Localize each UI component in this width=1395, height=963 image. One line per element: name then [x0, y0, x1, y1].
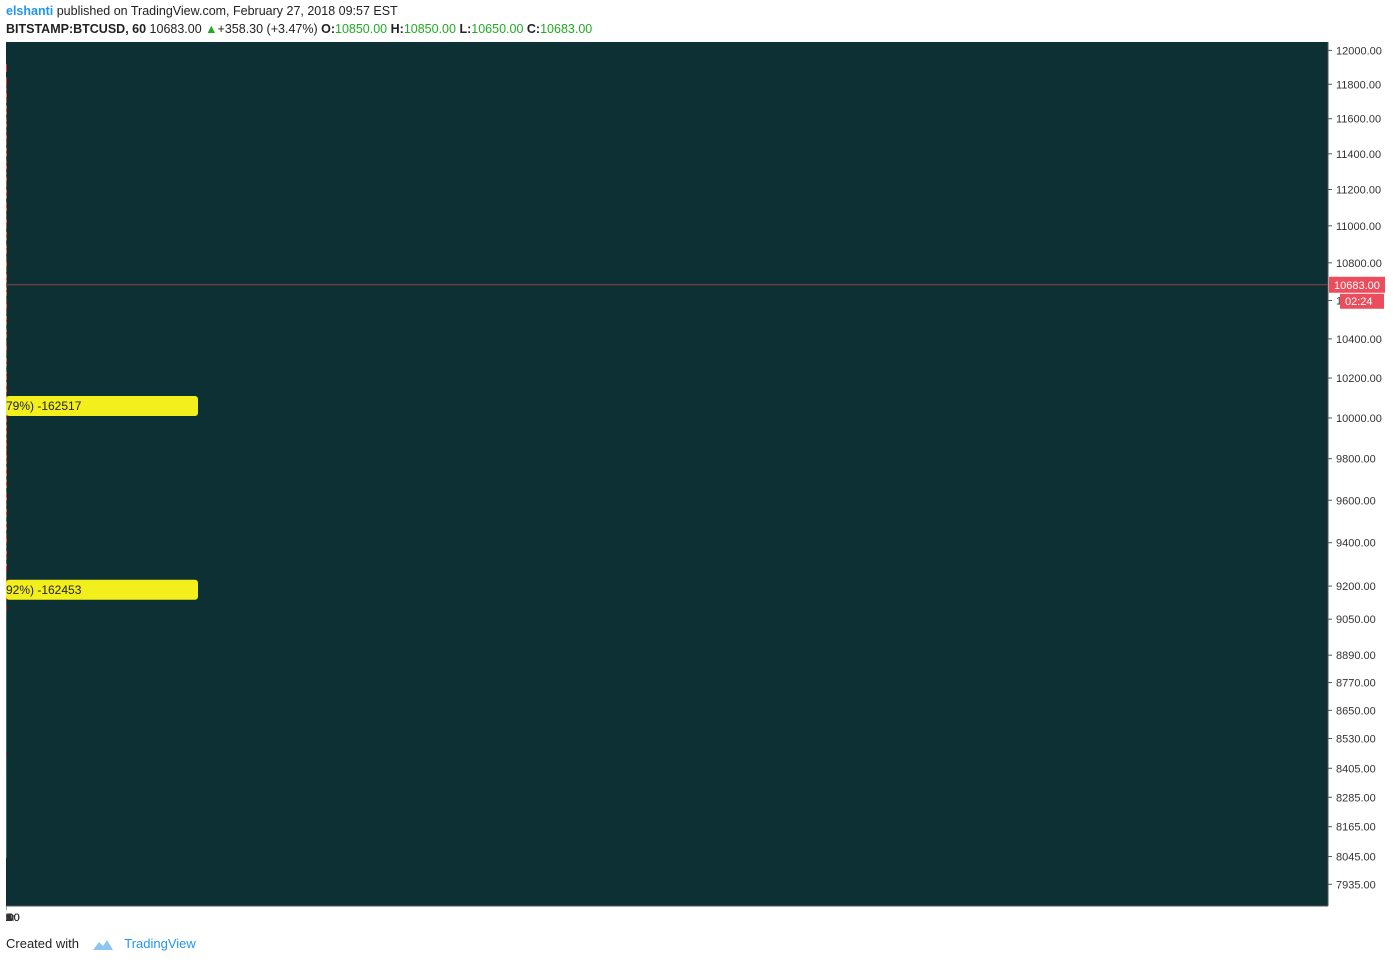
range-label-bg — [6, 395, 198, 416]
y-axis-ticks: 12000.00 11800.00 11600.00 11400.00 11200.00… — [1328, 45, 1382, 891]
y-tick-label: 10400.00 — [1336, 334, 1382, 346]
x-tick-label: Mar — [6, 912, 16, 924]
x-axis-ticks: 12141612:0019212312:002612:00Mar3 — [6, 906, 20, 924]
y-tick-label: 11400.00 — [1336, 149, 1381, 161]
countdown-tag: 02:24 — [1345, 296, 1373, 308]
y-tick-label: 8530.00 — [1336, 734, 1376, 746]
annotations: -1625.17 (-13.79%) -162517 -1624.53 (-14.… — [6, 64, 1328, 611]
x-tick-label: 26 — [6, 912, 12, 924]
price-change: +358.30 (+3.47%) — [217, 22, 318, 36]
x-tick-label: 12 — [6, 912, 12, 924]
low-label: L: — [459, 22, 472, 36]
price-chart[interactable]: -1625.17 (-13.79%) -162517 -1624.53 (-14.… — [6, 42, 1389, 928]
y-tick-label: 12000.00 — [1336, 45, 1382, 57]
y-tick-label: 8890.00 — [1336, 650, 1376, 662]
high-label: H: — [390, 22, 404, 36]
x-tick-label: 14 — [6, 912, 12, 924]
ohlc-legend: BITSTAMP:BTCUSD, 60 10683.00 ▲+358.30 (+… — [6, 22, 592, 36]
x-tick-label: 12:00 — [6, 912, 20, 924]
x-tick-label: 12:00 — [6, 912, 20, 924]
close-value: 10683.00 — [540, 22, 593, 36]
y-tick-label: 11000.00 — [1336, 221, 1381, 233]
y-tick-label: 10200.00 — [1336, 373, 1382, 385]
y-tick-label: 9400.00 — [1336, 538, 1376, 550]
y-tick-label: 10800.00 — [1336, 258, 1382, 270]
y-tick-label: 11200.00 — [1336, 184, 1381, 196]
range-label-bg — [6, 579, 198, 600]
y-tick-label: 9200.00 — [1336, 581, 1376, 593]
footer: Created with TradingView — [6, 936, 196, 952]
x-tick-label: 23 — [6, 912, 12, 924]
y-tick-label: 8285.00 — [1336, 792, 1376, 804]
tradingview-link[interactable]: TradingView — [124, 936, 196, 951]
last-price: 10683.00 — [149, 22, 202, 36]
x-tick-label: 3 — [6, 912, 9, 924]
last-price-tag-bg — [1329, 276, 1385, 293]
high-value: 10850.00 — [403, 22, 456, 36]
time-axis[interactable] — [6, 906, 1389, 928]
chart-area[interactable]: -1625.17 (-13.79%) -162517 -1624.53 (-14.… — [6, 42, 1389, 928]
y-tick-label: 8770.00 — [1336, 678, 1376, 690]
price-axis[interactable] — [1328, 42, 1389, 906]
chart-header: elshanti published on TradingView.com, F… — [6, 4, 1386, 40]
open-label: O: — [321, 22, 335, 36]
author-link[interactable]: elshanti — [6, 4, 54, 18]
symbol-label: BITSTAMP:BTCUSD, 60 — [6, 22, 147, 36]
plot-background — [6, 42, 1328, 906]
y-tick-label: 11600.00 — [1336, 114, 1381, 126]
created-with-text: Created with — [6, 936, 79, 951]
low-value: 10650.00 — [471, 22, 524, 36]
up-arrow-icon: ▲ — [205, 22, 218, 36]
x-tick-label: 21 — [6, 912, 12, 924]
y-tick-label: 8650.00 — [1336, 705, 1376, 717]
y-tick-label: 11800.00 — [1336, 79, 1381, 91]
y-tick-label: 9600.00 — [1336, 495, 1376, 507]
price-tags: 10683.00 02:24 — [1329, 276, 1385, 309]
publish-info: elshanti published on TradingView.com, F… — [6, 4, 398, 18]
tradingview-cloud-icon — [92, 939, 113, 950]
y-tick-label: 9800.00 — [1336, 454, 1376, 466]
y-tick-label: 8165.00 — [1336, 822, 1376, 834]
y-tick-label: 7935.00 — [1336, 879, 1376, 891]
x-tick-label: 19 — [6, 912, 12, 924]
range-label: -1624.53 (-14.92%) -162453 — [6, 583, 82, 597]
countdown-tag-bg — [1340, 293, 1384, 309]
range-label: -1625.17 (-13.79%) -162517 — [6, 399, 82, 413]
y-tick-label: 10000.00 — [1336, 413, 1382, 425]
published-text: published on TradingView.com, February 2… — [56, 4, 398, 18]
open-value: 10850.00 — [335, 22, 388, 36]
y-tick-label: 8045.00 — [1336, 852, 1376, 864]
x-tick-label: 16 — [6, 912, 12, 924]
y-tick-label: 8405.00 — [1336, 763, 1376, 775]
close-label: C: — [526, 22, 541, 36]
x-tick-label: 12:00 — [6, 912, 20, 924]
last-price-tag: 10683.00 — [1334, 280, 1380, 292]
y-tick-label: 9050.00 — [1336, 614, 1376, 626]
